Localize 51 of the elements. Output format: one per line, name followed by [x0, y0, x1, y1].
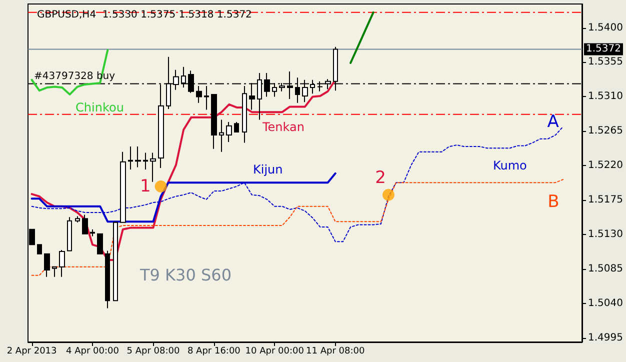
line-series [350, 11, 374, 64]
x-tick-label: 11 Apr 08:00 [306, 346, 365, 356]
x-tick-label: 4 Apr 00:00 [66, 346, 120, 356]
candlestick [128, 146, 133, 170]
annotation: T9 K30 S60 [139, 266, 232, 284]
y-tick-label: 1.5130 [588, 229, 624, 240]
candlestick [105, 250, 110, 309]
y-tick-label: 1.4995 [588, 332, 624, 344]
y-tick-label: 1.5220 [588, 160, 624, 172]
y-tick-label: 1.5040 [588, 298, 624, 310]
candlestick [219, 119, 224, 152]
annotation: 1 [140, 176, 151, 196]
annotation: 2 [375, 168, 386, 188]
y-tick-label: 1.5310 [588, 91, 624, 102]
candlestick [82, 214, 88, 234]
candlestick [97, 233, 103, 254]
ref-line-label: 1.5372 [586, 44, 622, 55]
y-tick-label: 1.5265 [588, 126, 624, 137]
series-label: B [548, 192, 560, 212]
candlestick [59, 250, 65, 278]
candlestick [44, 253, 50, 278]
candlestick [226, 122, 232, 142]
candlestick [37, 244, 42, 254]
candlestick [75, 216, 80, 223]
candlestick [204, 86, 209, 110]
x-tick-label: 2 Apr 2013 [6, 346, 57, 356]
candlestick [143, 152, 148, 170]
series-label: Kijun [253, 162, 283, 177]
candlestick [52, 266, 57, 278]
x-tick-label: 5 Apr 08:00 [126, 346, 180, 356]
candlestick [196, 86, 202, 104]
candlestick [135, 146, 141, 168]
text: GBPUSD,H4 1.5330 1.5375 1.5318 1.5372 [37, 10, 252, 20]
y-tick-label: 1.5175 [588, 194, 624, 206]
y-tick-label: 1.5355 [588, 56, 624, 68]
series-label: Tenkan [261, 120, 304, 134]
x-tick-label: 8 Apr 16:00 [187, 346, 241, 356]
candlestick [113, 221, 118, 302]
candlestick [234, 122, 239, 132]
candlestick [242, 86, 247, 144]
x-tick-label: 10 Apr 00:00 [245, 346, 304, 356]
candlestick [150, 152, 156, 182]
candlestick [67, 216, 72, 252]
candlestick [120, 151, 126, 223]
y-tick-label: 1.5400 [588, 22, 624, 34]
series-label: Chinkou [76, 100, 124, 114]
annotation: Kumo [492, 158, 527, 172]
candlestick [211, 94, 217, 150]
y-tick-label: 1.5085 [588, 264, 624, 275]
candlestick [90, 228, 95, 237]
series-label: A [547, 112, 560, 132]
